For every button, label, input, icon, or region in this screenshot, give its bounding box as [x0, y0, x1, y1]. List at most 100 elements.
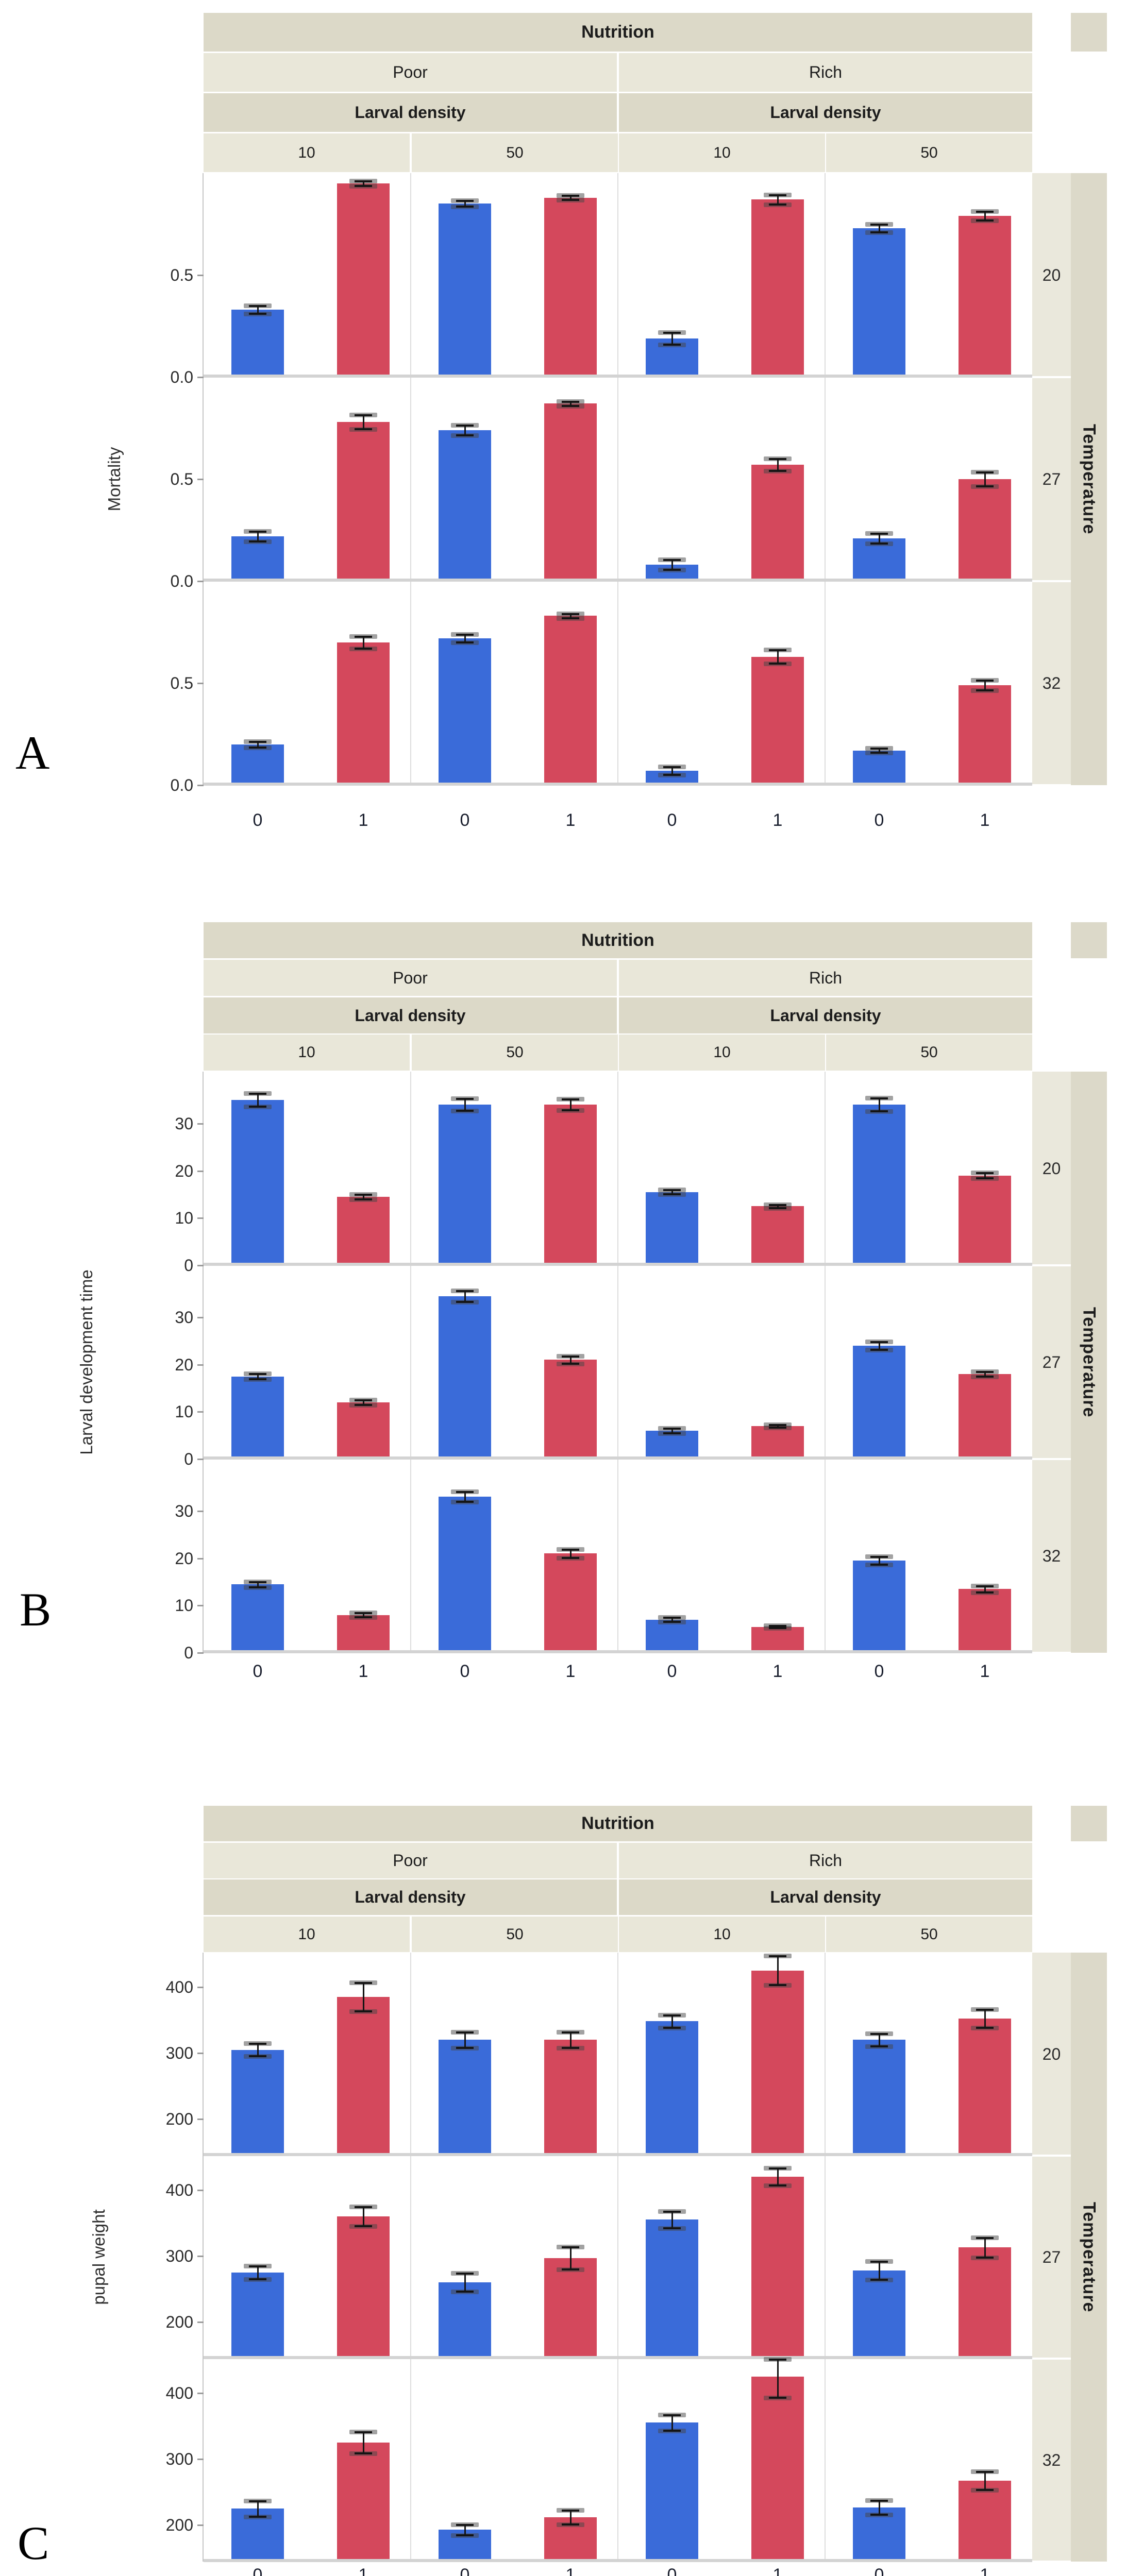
- error-bar-cap-bottom: [769, 1984, 786, 1986]
- error-bar-line: [984, 1371, 986, 1376]
- x-category-label: 1: [980, 1662, 990, 1681]
- y-tick-label: 300: [165, 2044, 193, 2062]
- x-axis-baseline: [204, 579, 1032, 582]
- y-axis-title-pupal-weight: pupal weight: [89, 2209, 108, 2305]
- error-bar-cap-bottom: [976, 2489, 994, 2491]
- error-bar-line: [984, 2238, 986, 2258]
- error-bar-line: [879, 748, 880, 753]
- error-bar-cap-top: [355, 1612, 372, 1614]
- error-bar-cap-top: [249, 2265, 266, 2267]
- error-bar-cap-bottom: [663, 1432, 681, 1434]
- bar-C-t32-poor10-x1: [337, 2443, 390, 2562]
- facet-cell-larval-density-1: Larval density: [619, 1879, 1032, 1915]
- bar-A-t20-rich10-x1: [751, 199, 804, 377]
- bar-A-t27-poor50-x1: [544, 403, 597, 581]
- bar-A-t20-poor50-x1: [544, 198, 597, 377]
- error-bar-cap-bottom: [249, 1106, 266, 1108]
- panel-column-separator: [617, 1953, 618, 2562]
- error-bar-cap-top: [663, 1428, 681, 1430]
- temperature-row-strip: [1032, 1953, 1071, 2155]
- error-bar-cap-bottom: [562, 1363, 579, 1365]
- bar-B-t27-rich50-x0: [853, 1346, 905, 1459]
- y-tick-label: 30: [175, 1308, 193, 1327]
- y-axis-tick: [197, 2190, 204, 2191]
- y-tick-label: 30: [175, 1502, 193, 1520]
- facet-cell-larval-density-1: Larval density: [619, 93, 1032, 132]
- error-bar-line: [879, 1342, 880, 1350]
- panel-column-separator: [410, 1953, 411, 2562]
- y-axis-tick: [197, 2321, 204, 2323]
- facet-cell-density-50: 50: [412, 1917, 618, 1952]
- error-bar-cap-bottom: [870, 2514, 888, 2516]
- error-bar-cap-top: [663, 559, 681, 561]
- error-bar-cap-bottom: [456, 434, 474, 436]
- error-bar-cap-top: [663, 2414, 681, 2416]
- facet-cell-density-10: 10: [619, 1035, 825, 1071]
- y-tick-label: 0.0: [170, 776, 193, 794]
- panel-letter-a: A: [15, 726, 50, 779]
- error-bar-line: [363, 1613, 364, 1617]
- error-bar-cap-top: [249, 531, 266, 533]
- bar-B-t32-rich50-x0: [853, 1561, 905, 1653]
- error-bar-cap-bottom: [663, 1621, 681, 1623]
- y-axis-tick: [197, 2256, 204, 2257]
- x-axis-baseline: [204, 1263, 1032, 1266]
- temperature-strip-corner-tab: [1071, 922, 1107, 958]
- error-bar-line: [777, 1205, 779, 1208]
- temperature-row-label: 20: [1042, 2044, 1061, 2063]
- error-bar-line: [777, 2168, 779, 2185]
- bar-C-t20-poor10-x0: [231, 2050, 284, 2156]
- y-axis-tick: [197, 785, 204, 786]
- bar-C-t20-poor50-x0: [439, 2040, 491, 2156]
- facet-cell-density-50: 50: [412, 133, 618, 172]
- y-axis-line: [203, 1953, 204, 2562]
- error-bar-line: [363, 1982, 364, 2011]
- error-bar-cap-top: [870, 533, 888, 535]
- error-bar-cap-bottom: [976, 1591, 994, 1594]
- error-bar-cap-top: [663, 1617, 681, 1619]
- y-tick-label: 400: [165, 2384, 193, 2402]
- y-axis-tick: [197, 683, 204, 684]
- error-bar-cap-bottom: [976, 2027, 994, 2029]
- error-bar-cap-bottom: [355, 1404, 372, 1406]
- error-bar-line: [257, 2266, 259, 2279]
- error-bar-cap-bottom: [249, 2055, 266, 2057]
- facet-cell-nutrition-poor: Poor: [204, 960, 617, 996]
- temperature-row-strip: [1032, 1460, 1071, 1652]
- x-category-label: 1: [980, 2565, 990, 2576]
- temperature-row-strip: [1032, 173, 1071, 376]
- y-tick-label: 10: [175, 1402, 193, 1421]
- error-bar-line: [879, 224, 880, 232]
- error-bar-cap-bottom: [562, 405, 579, 407]
- bar-B-t32-rich10-x0: [646, 1620, 698, 1653]
- error-bar-cap-top: [976, 2237, 994, 2239]
- error-bar-cap-bottom: [456, 2534, 474, 2536]
- error-bar-line: [570, 195, 572, 200]
- facet-cell-nutrition-rich: Rich: [619, 1843, 1032, 1878]
- error-bar-line: [257, 1582, 259, 1587]
- error-bar-line: [777, 1956, 779, 1985]
- bar-B-t32-rich50-x1: [959, 1589, 1011, 1653]
- error-bar-line: [879, 533, 880, 544]
- error-bar-cap-top: [870, 2033, 888, 2035]
- x-axis-baseline: [204, 1650, 1032, 1653]
- y-axis-tick: [197, 1558, 204, 1560]
- bar-A-t27-poor50-x0: [439, 430, 491, 581]
- y-axis-tick: [197, 1317, 204, 1318]
- error-bar-cap-top: [249, 2500, 266, 2502]
- y-axis-tick: [197, 2393, 204, 2394]
- bar-B-t20-poor50-x1: [544, 1105, 597, 1265]
- temperature-strip: [1071, 173, 1107, 785]
- y-axis-tick: [197, 1652, 204, 1654]
- error-bar-cap-bottom: [976, 219, 994, 222]
- error-bar-cap-bottom: [769, 1207, 786, 1209]
- error-bar-cap-top: [870, 1097, 888, 1099]
- bar-C-t27-rich50-x0: [853, 2270, 905, 2359]
- error-bar-cap-top: [355, 1194, 372, 1196]
- error-bar-cap-top: [663, 766, 681, 768]
- error-bar-cap-bottom: [870, 2045, 888, 2047]
- temperature-row-strip: [1032, 582, 1071, 784]
- error-bar-cap-top: [769, 2359, 786, 2361]
- bar-B-t27-rich50-x1: [959, 1374, 1011, 1459]
- error-bar-cap-bottom: [355, 648, 372, 650]
